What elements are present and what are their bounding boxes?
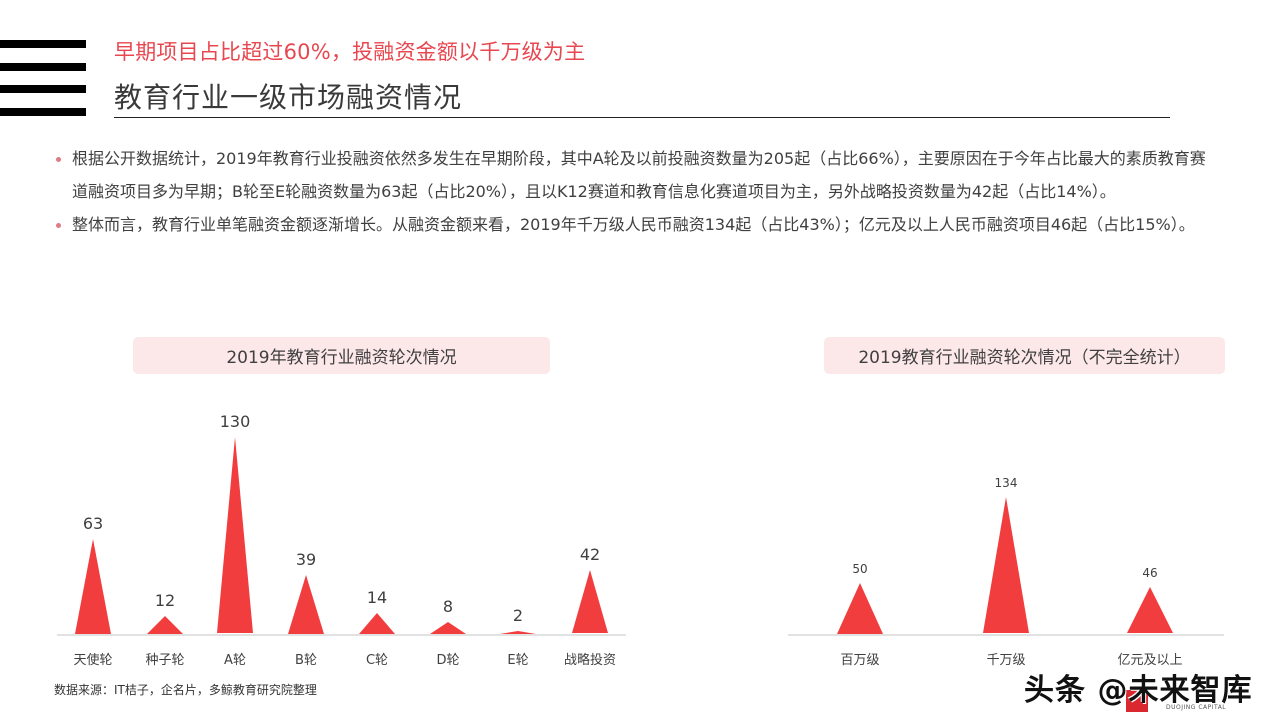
bullet-item: 整体而言，教育行业单笔融资金额逐渐增长。从融资金额来看，2019年千万级人民币融…	[52, 208, 1212, 241]
chart-peak	[572, 570, 608, 634]
bullet-text: 根据公开数据统计，2019年教育行业投融资依然多发生在早期阶段，其中A轮及以前投…	[72, 149, 1206, 201]
bullet-dot-icon	[56, 223, 61, 228]
chart-value-label: 63	[82, 513, 104, 533]
watermark-logo-icon	[1126, 690, 1148, 712]
data-source-note: 数据来源：IT桔子，企名片，多鲸教育研究院整理	[54, 683, 317, 697]
bullet-list: 根据公开数据统计，2019年教育行业投融资依然多发生在早期阶段，其中A轮及以前投…	[52, 142, 1212, 241]
bullet-dot-icon	[56, 157, 61, 162]
watermark-text: 头条 @未来智库	[1024, 673, 1253, 708]
chart-title-rounds: 2019年教育行业融资轮次情况	[133, 337, 550, 374]
chart-category-label: D轮	[436, 653, 460, 668]
chart-baseline	[788, 634, 1224, 636]
chart-value-label: 46	[1142, 566, 1158, 581]
chart-peak	[837, 583, 883, 634]
chart-peak	[983, 497, 1029, 634]
bar	[0, 63, 86, 71]
watermark-logo-subtext: DUOJING CAPITAL	[1166, 704, 1227, 711]
chart-peak	[75, 538, 111, 634]
chart-category-label: E轮	[507, 653, 529, 668]
bar	[0, 108, 86, 116]
chart-peak	[147, 615, 183, 634]
chart-baseline	[57, 634, 626, 636]
chart-category-label: C轮	[365, 653, 389, 668]
bullet-text: 整体而言，教育行业单笔融资金额逐渐增长。从融资金额来看，2019年千万级人民币融…	[72, 215, 1195, 234]
bar	[0, 85, 86, 93]
chart-peak	[359, 612, 395, 634]
chart-peak	[1127, 587, 1173, 634]
chart-value-label: 39	[295, 549, 317, 569]
chart-category-label: A轮	[224, 653, 246, 668]
chart-value-label: 14	[366, 587, 388, 607]
chart-title-amounts: 2019教育行业融资轮次情况（不完全统计）	[824, 337, 1225, 374]
chart-value-label: 130	[219, 412, 251, 432]
page-subtitle: 早期项目占比超过60%，投融资金额以千万级为主	[114, 40, 586, 64]
chart-value-label: 12	[154, 590, 176, 610]
page-title: 教育行业一级市场融资情况	[114, 81, 463, 114]
chart-category-label: 千万级	[986, 653, 1026, 668]
chart-category-label: 百万级	[840, 653, 880, 668]
chart-value-label: 2	[512, 605, 524, 625]
chart-category-label: 天使轮	[73, 653, 113, 668]
chart-value-label: 134	[994, 476, 1018, 491]
chart-category-label: B轮	[295, 653, 317, 668]
chart-category-label: 亿元及以上	[1117, 653, 1183, 668]
chart-value-label: 42	[579, 545, 601, 565]
chart-category-label: 战略投资	[563, 653, 617, 668]
chart-category-label: 种子轮	[145, 653, 185, 668]
chart-peak	[500, 630, 536, 634]
chart-peak	[430, 621, 466, 634]
title-divider	[114, 117, 1170, 118]
chart-value-label: 8	[442, 596, 454, 616]
bar	[0, 40, 86, 48]
chart-value-label: 50	[852, 562, 868, 576]
chart-peak	[288, 574, 324, 634]
chart-peak	[217, 437, 253, 634]
bullet-item: 根据公开数据统计，2019年教育行业投融资依然多发生在早期阶段，其中A轮及以前投…	[52, 142, 1212, 208]
